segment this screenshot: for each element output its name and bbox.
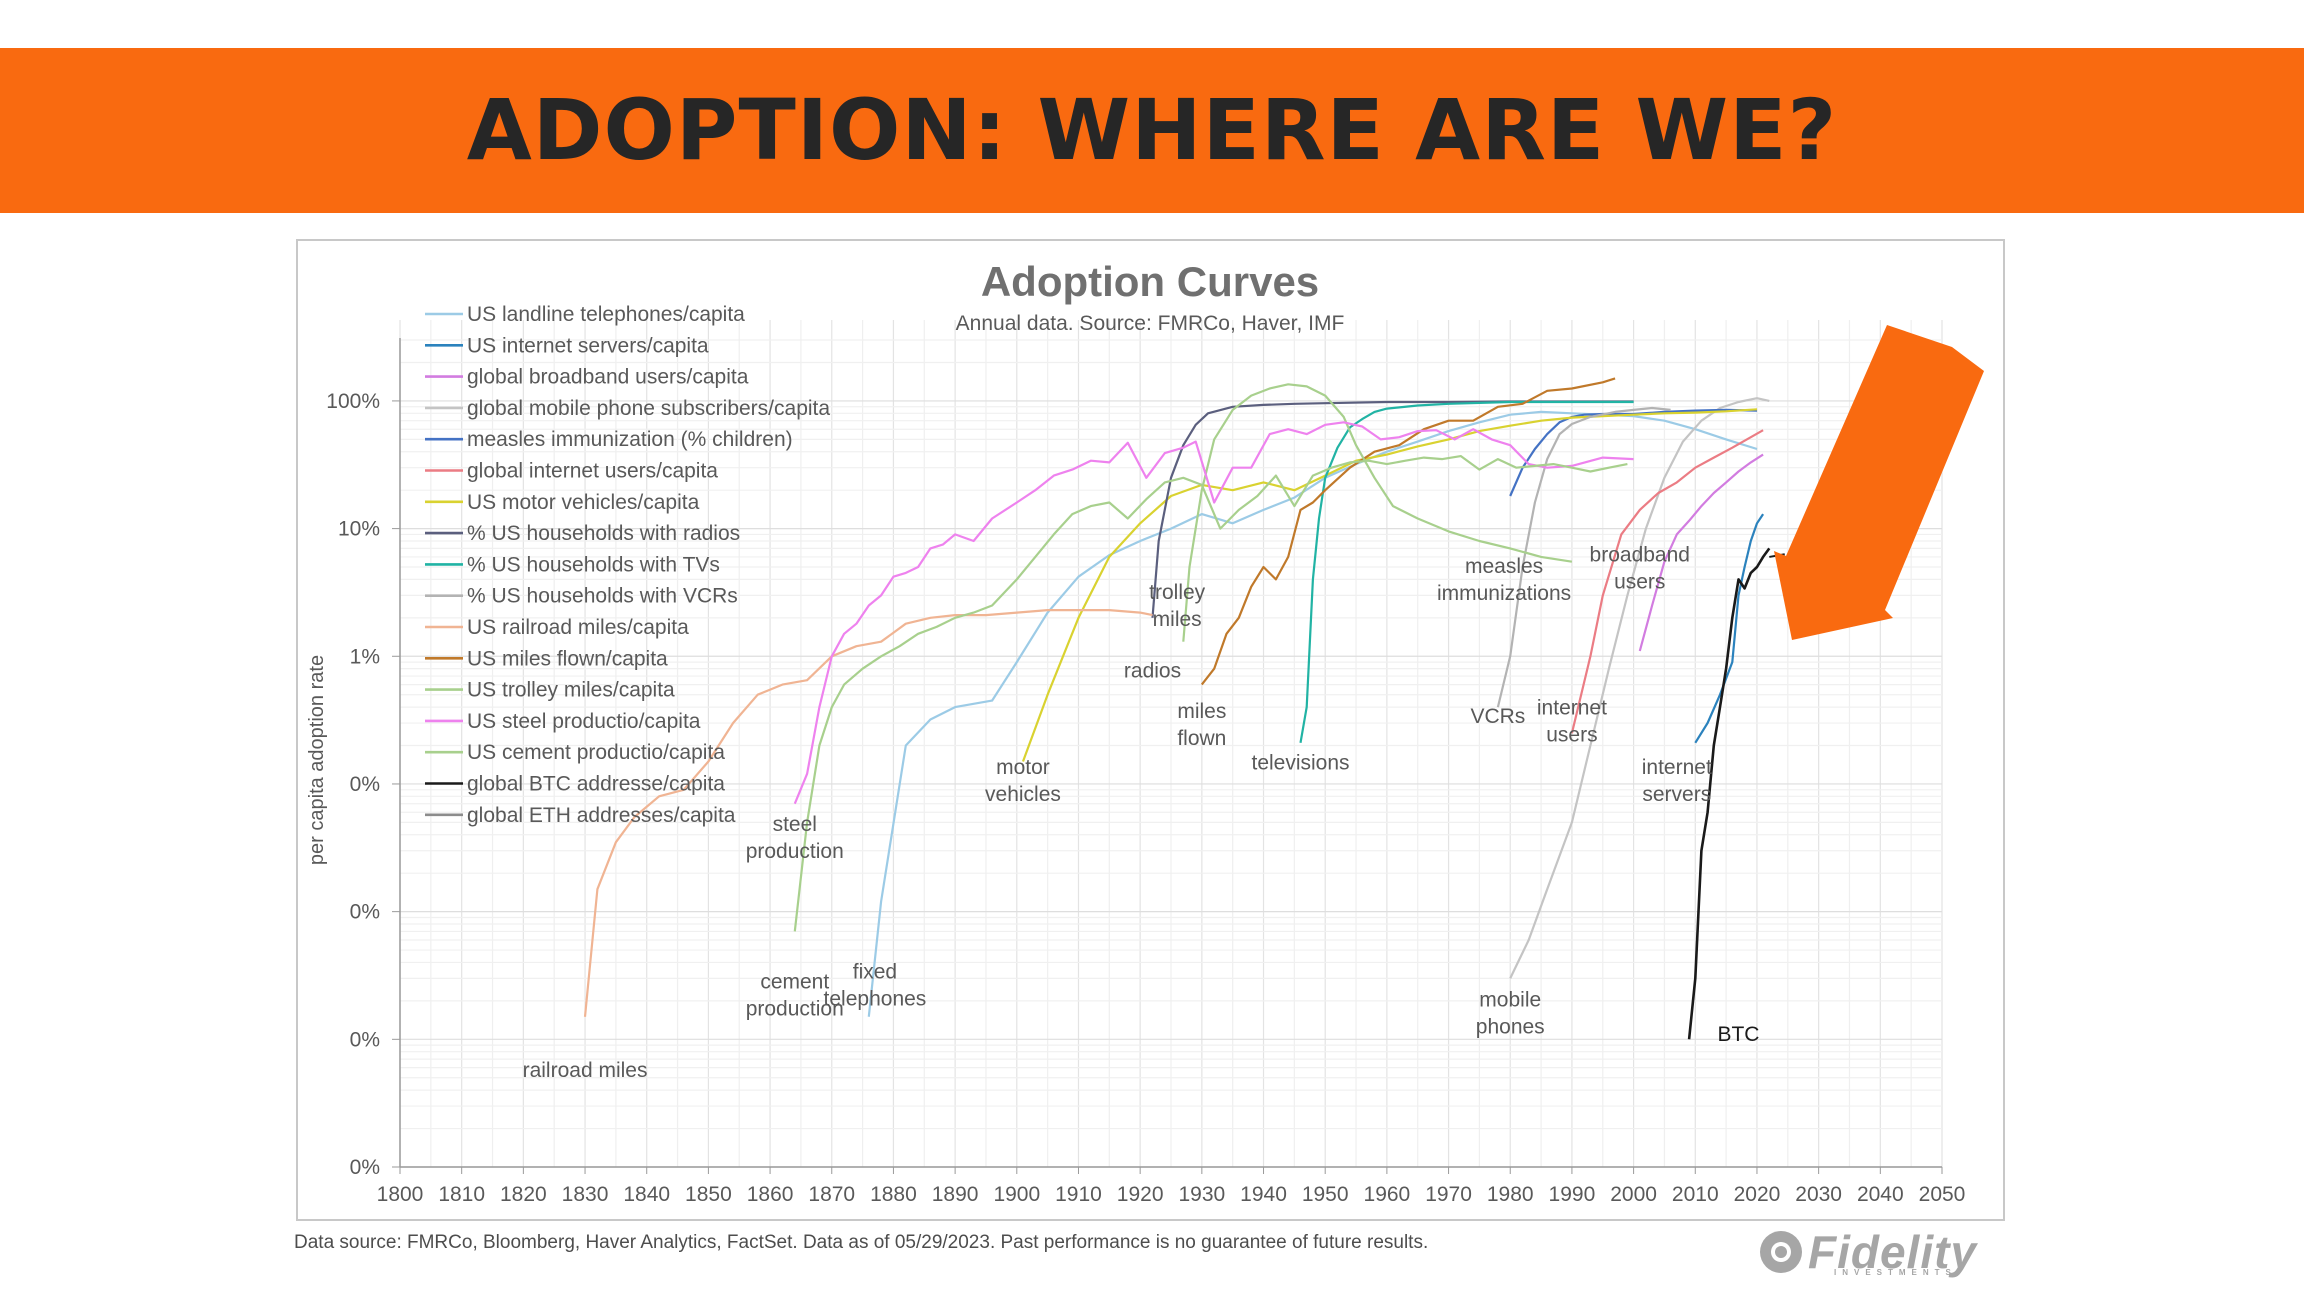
x-tick-label: 1950 (1302, 1183, 1349, 1206)
x-tick-label: 2000 (1610, 1183, 1657, 1206)
x-tick-label: 1970 (1425, 1183, 1472, 1206)
btc-annotation-1: BTC (1717, 1023, 1759, 1046)
axes: 1800 1810 1820 1830 1840 1850 1860 1870 1880 1890… (326, 338, 1965, 1206)
x-tick-label: 1930 (1178, 1183, 1225, 1206)
series-label-2: broadband users (1590, 544, 1690, 594)
legend-label-6: US motor vehicles/capita (467, 491, 700, 514)
series-label-7: radios (1124, 660, 1181, 683)
fidelity-logo: Fidelity (1758, 1226, 1977, 1278)
y-tick-label: 0% (350, 1028, 380, 1051)
legend-label-11: US miles flown/capita (467, 647, 668, 670)
x-tick-label: 1900 (993, 1183, 1040, 1206)
callout-arrow (1774, 325, 1984, 640)
series-line-4 (1509, 408, 1758, 497)
y-tick-label: 1% (350, 645, 380, 668)
x-tick-label: 1800 (377, 1183, 424, 1206)
legend-label-5: global internet users/capita (467, 460, 718, 483)
series-label-9: VCRs (1470, 705, 1525, 728)
y-tick-label: 100% (326, 390, 380, 413)
y-tick-label: 0% (350, 1156, 380, 1179)
series-label-14: cement production (746, 971, 844, 1021)
title-banner: ADOPTION: WHERE ARE WE? (0, 48, 2304, 213)
series-line-8 (1299, 400, 1634, 743)
series-line-12 (1182, 383, 1573, 642)
series-line-6 (1021, 408, 1758, 762)
x-tick-label: 1850 (685, 1183, 732, 1206)
x-tick-label: 1890 (932, 1183, 979, 1206)
series-label-11: miles flown (1177, 700, 1226, 750)
legend-label-3: global mobile phone subscribers/capita (467, 397, 830, 420)
x-tick-label: 1870 (808, 1183, 855, 1206)
x-tick-label: 2020 (1734, 1183, 1781, 1206)
source-note: Data source: FMRCo, Bloomberg, Haver Ana… (294, 1232, 1429, 1253)
x-tick-label: 2010 (1672, 1183, 1719, 1206)
legend-label-15: global BTC addresse/capita (467, 773, 725, 796)
x-tick-label: 1810 (438, 1183, 485, 1206)
legend: US landline telephones/capita US internet… (425, 303, 830, 827)
chart-frame (296, 239, 2005, 1221)
x-tick-label: 1980 (1487, 1183, 1534, 1206)
legend-label-12: US trolley miles/capita (467, 679, 675, 702)
series-line-13 (793, 421, 1634, 805)
chart-subtitle: Annual data. Source: FMRCo, Haver, IMF (956, 312, 1345, 335)
page-title: ADOPTION: WHERE ARE WE? (466, 81, 1838, 179)
series-line-11 (1200, 377, 1616, 686)
legend-label-16: global ETH addresses/capita (467, 804, 736, 827)
series-label-3: mobile phones (1476, 989, 1545, 1039)
legend-label-14: US cement productio/capita (467, 741, 725, 764)
x-tick-label: 1910 (1055, 1183, 1102, 1206)
series-label-4: measles immunizations (1437, 555, 1571, 605)
x-tick-label: 1860 (747, 1183, 794, 1206)
y-tick-label: 0% (350, 773, 380, 796)
y-tick-label: 0% (350, 901, 380, 924)
series-labels: fixed telephones internet servers broadband u… (523, 543, 1834, 1082)
series-line-10 (583, 609, 1153, 1017)
legend-label-13: US steel productio/capita (467, 710, 701, 733)
x-tick-label: 1920 (1117, 1183, 1164, 1206)
x-tick-label: 1960 (1364, 1183, 1411, 1206)
series-label-8: televisions (1251, 751, 1349, 774)
logo-subtext: INVESTMENTS (1834, 1268, 1957, 1277)
x-tick-label: 1820 (500, 1183, 547, 1206)
series-line-9 (1496, 406, 1671, 708)
x-tick-label: 1990 (1549, 1183, 1596, 1206)
series-label-12: trolley miles (1149, 581, 1206, 631)
series-label-13: steel production (746, 813, 844, 863)
y-tick-label: 10% (338, 518, 380, 541)
x-tick-label: 2030 (1795, 1183, 1842, 1206)
legend-label-4: measles immunization (% children) (467, 428, 793, 451)
logo-text: Fidelity (1808, 1226, 1978, 1278)
series-line-14 (793, 455, 1628, 932)
legend-label-2: global broadband users/capita (467, 366, 749, 389)
series-line-2 (1638, 453, 1764, 652)
series-label-1: internet servers (1642, 756, 1712, 806)
x-tick-label: 2040 (1857, 1183, 1904, 1206)
y-axis-label: per capita adoption rate (306, 655, 328, 865)
series-label-10: railroad miles (523, 1059, 648, 1082)
legend-label-8: % US households with TVs (467, 553, 720, 576)
series-line-3 (1509, 397, 1770, 979)
x-tick-label: 1830 (562, 1183, 609, 1206)
x-tick-label: 1880 (870, 1183, 917, 1206)
series-layer (583, 377, 1771, 1040)
legend-label-1: US internet servers/capita (467, 334, 709, 357)
chart-title: Adoption Curves (981, 258, 1319, 305)
series-label-6: motor vehicles (985, 756, 1061, 806)
x-tick-label: 2050 (1919, 1183, 1966, 1206)
x-tick-label: 1840 (623, 1183, 670, 1206)
series-label-0: fixed telephones (824, 960, 927, 1010)
fidelity-logo-icon (1760, 1231, 1802, 1273)
series-line-5 (1570, 429, 1764, 734)
legend-label-9: % US households with VCRs (467, 585, 738, 608)
series-label-5: internet users (1537, 696, 1607, 746)
legend-label-10: US railroad miles/capita (467, 616, 689, 639)
series-line-15 (1687, 547, 1771, 1040)
legend-label-0: US landline telephones/capita (467, 303, 745, 326)
series-line-1 (1694, 513, 1765, 744)
x-tick-label: 1940 (1240, 1183, 1287, 1206)
legend-label-7: % US households with radios (467, 522, 740, 545)
